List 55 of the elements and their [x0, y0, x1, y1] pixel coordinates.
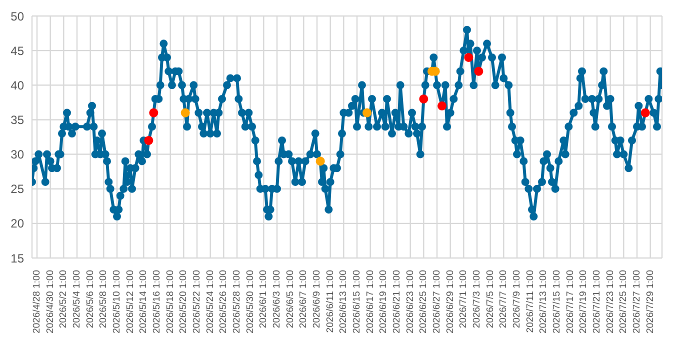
x-tick-label: 2026/7/25 1:00 [618, 270, 630, 334]
x-tick-label: 2026/6/5 1:00 [284, 270, 296, 328]
x-tick-label: 2026/6/17 1:00 [364, 270, 376, 334]
x-tick-label: 2026/5/18 1:00 [164, 270, 176, 334]
x-tick-label: 2026/5/24 1:00 [204, 270, 216, 334]
y-tick-label: 20 [10, 216, 24, 231]
y-tick-label: 25 [10, 182, 24, 196]
y-tick-label: 50 [10, 9, 24, 24]
x-tick-label: 2026/7/11 1:00 [524, 270, 536, 333]
x-tick-label: 2026/5/14 1:00 [138, 270, 150, 334]
x-tick-label: 2026/6/13 1:00 [338, 270, 350, 334]
x-tick-label: 2026/5/10 1:00 [112, 270, 122, 334]
x-tick-label: 2026/6/1 1:00 [258, 270, 270, 328]
x-tick-label: 2026/5/8 1:00 [98, 270, 110, 328]
x-tick-label: 2026/7/5 1:00 [484, 270, 496, 328]
x-tick-label: 2026/6/25 1:00 [418, 270, 430, 334]
x-tick-label: 2026/7/1 1:00 [458, 270, 470, 328]
x-tick-label: 2026/7/29 1:00 [644, 270, 656, 334]
y-tick-label: 40 [10, 78, 24, 92]
x-tick-label: 2026/5/16 1:00 [152, 270, 162, 334]
x-tick-label: 2026/5/20 1:00 [178, 270, 190, 334]
y-tick-label: 15 [10, 251, 24, 266]
x-tick-label: 2026/4/30 1:00 [44, 270, 56, 334]
y-tick-label: 45 [10, 44, 24, 58]
x-tick-label: 2026/7/23 1:00 [604, 270, 616, 334]
x-tick-label: 2026/5/6 1:00 [84, 270, 96, 328]
x-tick-label: 2026/7/9 1:00 [512, 270, 522, 328]
x-tick-label: 2026/6/7 1:00 [298, 270, 310, 328]
x-tick-label: 2026/7/19 1:00 [578, 270, 590, 334]
x-tick-label: 2026/7/13 1:00 [538, 270, 550, 334]
x-tick-label: 2026/6/21 1:00 [392, 270, 402, 334]
x-tick-label: 2026/6/11 1:00 [324, 270, 336, 333]
x-tick-label: 2026/6/19 1:00 [378, 270, 390, 334]
x-tick-label: 2026/5/4 1:00 [72, 270, 82, 328]
x-tick-label: 2026/5/22 1:00 [192, 270, 202, 334]
x-tick-label: 2026/6/15 1:00 [352, 270, 362, 334]
x-tick-label: 2026/7/15 1:00 [552, 270, 562, 334]
x-tick-label: 2026/6/29 1:00 [444, 270, 456, 334]
x-tick-label: 2026/5/12 1:00 [124, 270, 136, 334]
x-tick-label: 2026/7/27 1:00 [632, 270, 642, 334]
y-tick-label: 30 [10, 148, 24, 162]
x-tick-label: 2026/6/27 1:00 [432, 270, 442, 334]
x-tick-label: 2026/6/3 1:00 [272, 270, 282, 328]
x-tick-label: 2026/6/23 1:00 [404, 270, 416, 334]
x-tick-label: 2026/5/26 1:00 [218, 270, 230, 334]
x-tick-label: 2026/4/28 1:00 [32, 270, 42, 334]
x-tick-label: 2026/5/28 1:00 [232, 270, 242, 334]
x-tick-label: 2026/7/17 1:00 [564, 270, 576, 334]
x-tick-label: 2026/5/30 1:00 [244, 270, 256, 334]
x-tick-label: 2026/7/21 1:00 [592, 270, 602, 334]
x-tick-label: 2026/6/9 1:00 [312, 270, 322, 328]
y-tick-label: 35 [10, 112, 24, 127]
x-tick-label: 2026/7/7 1:00 [498, 270, 510, 328]
x-tick-label: 2026/5/2 1:00 [58, 270, 70, 328]
x-tick-label: 2026/7/3 1:00 [472, 270, 482, 328]
